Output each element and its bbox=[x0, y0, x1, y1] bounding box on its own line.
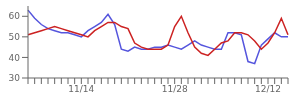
svg-text:11/14: 11/14 bbox=[68, 84, 94, 94]
svg-text:60: 60 bbox=[9, 11, 21, 21]
svg-text:50: 50 bbox=[9, 32, 21, 42]
svg-text:12/12: 12/12 bbox=[255, 84, 281, 94]
svg-text:40: 40 bbox=[9, 53, 21, 63]
svg-text:30: 30 bbox=[9, 73, 21, 83]
svg-text:11/28: 11/28 bbox=[162, 84, 188, 94]
